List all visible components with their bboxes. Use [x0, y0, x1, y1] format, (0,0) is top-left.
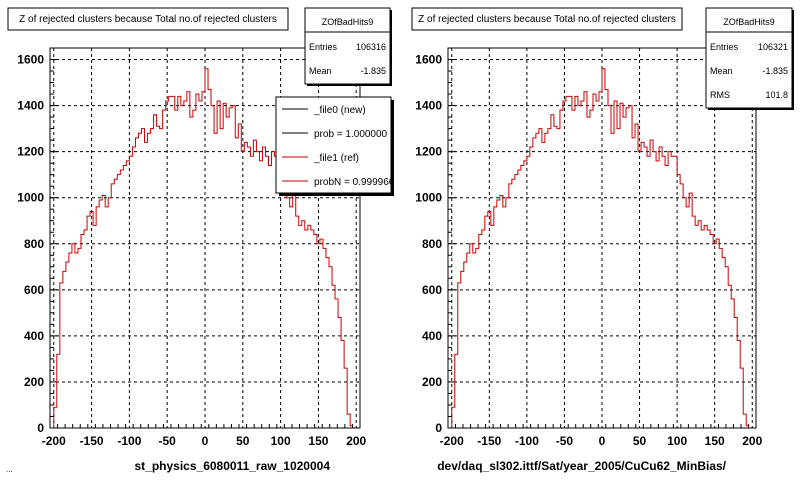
stats-value: 106316 — [356, 42, 386, 52]
x-tick-label: -150 — [80, 434, 104, 448]
x-tick-label: 100 — [667, 434, 687, 448]
stats-value: -1.835 — [360, 66, 386, 76]
y-tick-label: 1400 — [17, 99, 44, 113]
x-tick-label: 50 — [633, 434, 647, 448]
stats-label: Mean — [710, 66, 733, 76]
y-tick-label: 1600 — [415, 53, 442, 67]
x-tick-label: -100 — [117, 434, 141, 448]
stats-box — [304, 7, 391, 85]
x-axis-title: st_physics_6080011_raw_1020004 — [134, 459, 330, 473]
histogram-line — [451, 68, 750, 428]
y-tick-label: 1600 — [17, 53, 44, 67]
x-tick-label: 150 — [705, 434, 725, 448]
x-tick-label: 0 — [599, 434, 606, 448]
y-tick-label: 600 — [422, 283, 442, 297]
x-tick-label: -200 — [42, 434, 66, 448]
legend-entry: _file0 (new) — [313, 105, 366, 116]
y-tick-label: 400 — [24, 329, 44, 343]
y-tick-label: 200 — [422, 375, 442, 389]
y-tick-label: 1000 — [415, 191, 442, 205]
chart-title: Z of rejected clusters because Total no.… — [19, 14, 277, 25]
y-tick-label: 0 — [37, 421, 44, 435]
stats-value: 101.8 — [765, 90, 788, 100]
chart-title: Z of rejected clusters because Total no.… — [418, 14, 676, 25]
legend-entry: probN = 0.999966 — [314, 177, 395, 188]
x-tick-label: -200 — [440, 434, 464, 448]
stats-value: -1.835 — [762, 66, 788, 76]
y-tick-label: 400 — [422, 329, 442, 343]
stats-histogram-name: ZOfBadHits9 — [723, 17, 775, 27]
histogram-line — [53, 68, 354, 428]
y-tick-label: 1200 — [415, 145, 442, 159]
x-tick-label: 0 — [202, 434, 209, 448]
left-histogram-pad: -200 -150 -100 -50 0 50 100 150 200 0 200 400 600 800… — [7, 7, 395, 473]
stats-label: Entries — [710, 42, 739, 52]
x-tick-label: -50 — [556, 434, 574, 448]
stats-label: Entries — [309, 42, 338, 52]
y-tick-label: 800 — [24, 237, 44, 251]
y-tick-label: 0 — [435, 421, 442, 435]
plot-frame — [447, 47, 757, 429]
stats-label: RMS — [710, 90, 730, 100]
x-tick-label: -50 — [159, 434, 177, 448]
y-tick-label: 800 — [422, 237, 442, 251]
legend-entry: prob = 1.000000 — [314, 129, 388, 140]
footer-text: ... — [6, 465, 13, 474]
title-box — [411, 7, 683, 31]
x-tick-label: -100 — [515, 434, 539, 448]
legend-box — [275, 96, 392, 194]
stats-value: 106321 — [758, 42, 788, 52]
stats-histogram-name: ZOfBadHits9 — [322, 17, 374, 27]
y-tick-label: 1400 — [415, 99, 442, 113]
y-tick-label: 1000 — [17, 191, 44, 205]
y-tick-label: 200 — [24, 375, 44, 389]
stats-box — [705, 7, 793, 109]
x-tick-label: 150 — [308, 434, 328, 448]
stats-label: Mean — [309, 66, 332, 76]
x-tick-label: 50 — [236, 434, 250, 448]
legend-entry: _file1 (ref) — [313, 153, 359, 164]
x-tick-label: 100 — [271, 434, 291, 448]
x-axis-title: dev/daq_sl302.ittf/Sat/year_2005/CuCu62_… — [437, 459, 726, 473]
title-box — [7, 7, 289, 31]
y-tick-label: 1200 — [17, 145, 44, 159]
x-tick-label: 200 — [346, 434, 366, 448]
right-histogram-pad: -200 -150 -100 -50 0 50 100 150 200 0 200 400 600 800… — [411, 7, 794, 473]
x-tick-label: 200 — [742, 434, 762, 448]
x-tick-label: -150 — [477, 434, 501, 448]
y-tick-label: 600 — [24, 283, 44, 297]
